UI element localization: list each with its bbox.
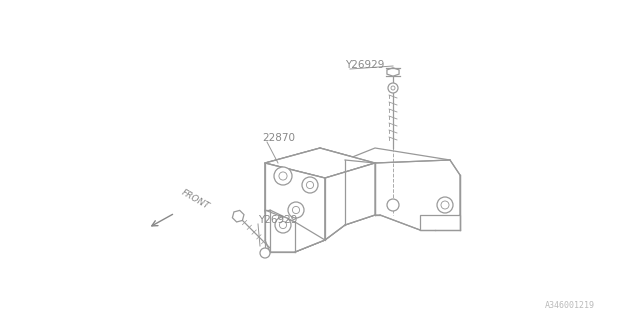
Circle shape xyxy=(288,202,304,218)
Polygon shape xyxy=(375,160,460,230)
Polygon shape xyxy=(420,215,460,230)
Circle shape xyxy=(391,86,395,90)
Circle shape xyxy=(280,221,287,228)
Text: Y26929: Y26929 xyxy=(345,60,385,70)
Circle shape xyxy=(387,199,399,211)
Circle shape xyxy=(307,181,314,188)
Text: Y26929: Y26929 xyxy=(258,215,298,225)
Circle shape xyxy=(388,83,398,93)
Circle shape xyxy=(292,206,300,214)
Polygon shape xyxy=(265,148,375,178)
Text: FRONT: FRONT xyxy=(180,188,211,211)
Circle shape xyxy=(260,248,270,258)
Text: A346001219: A346001219 xyxy=(545,301,595,310)
Circle shape xyxy=(302,177,318,193)
Circle shape xyxy=(279,172,287,180)
Polygon shape xyxy=(265,148,375,252)
Circle shape xyxy=(274,167,292,185)
Circle shape xyxy=(275,217,291,233)
Circle shape xyxy=(437,197,453,213)
Polygon shape xyxy=(265,210,325,252)
Text: 22870: 22870 xyxy=(262,133,295,143)
Polygon shape xyxy=(325,163,375,240)
Polygon shape xyxy=(387,68,399,76)
Polygon shape xyxy=(265,163,325,252)
Circle shape xyxy=(441,201,449,209)
Polygon shape xyxy=(345,148,450,172)
Polygon shape xyxy=(232,210,244,222)
